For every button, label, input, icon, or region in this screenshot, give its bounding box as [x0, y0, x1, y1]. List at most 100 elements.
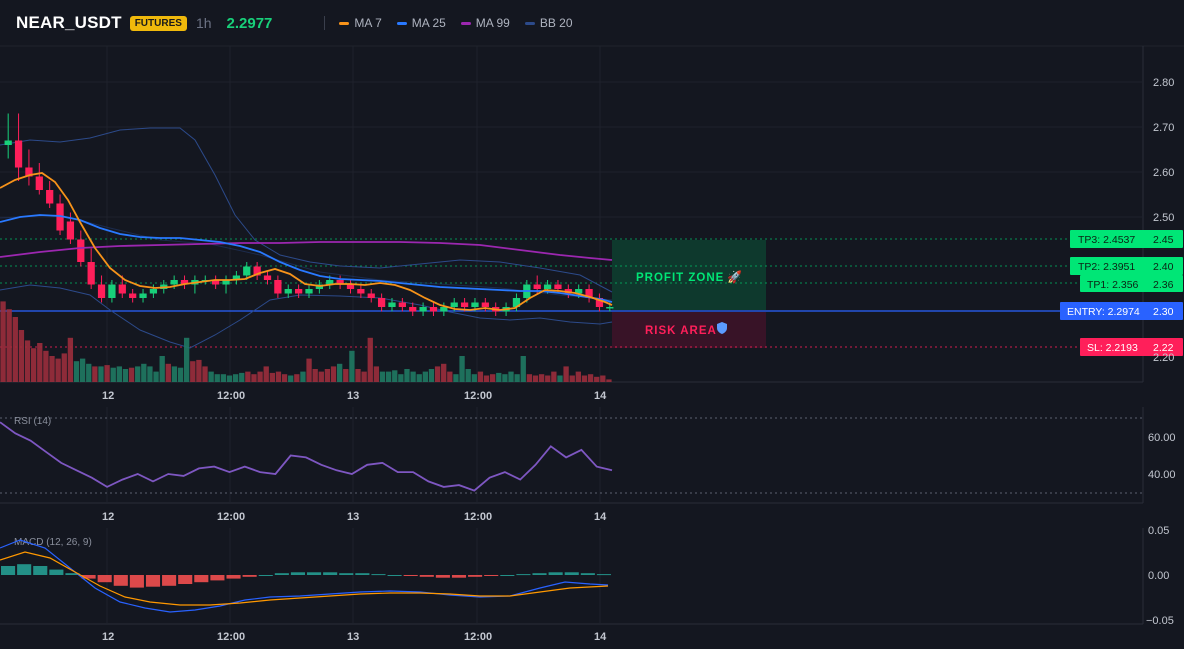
macd-hist-bar	[548, 572, 563, 575]
line-swatch-icon	[339, 21, 350, 25]
tp2-axis: 2.40	[1153, 261, 1174, 273]
macd-hist-bar	[178, 575, 193, 584]
macd-hist-bar	[451, 575, 467, 578]
header-divider	[324, 16, 326, 30]
price-axis[interactable]: 2.80 2.70 2.60 2.50 2.20	[1153, 77, 1174, 364]
candle-body	[274, 280, 282, 294]
candle-body	[139, 293, 147, 298]
rsi-label: RSI (14)	[14, 416, 51, 427]
candle-body	[357, 289, 365, 294]
macd-hist-bar	[564, 572, 579, 575]
entry-tag[interactable]	[1060, 302, 1183, 320]
macd-hist-bar	[468, 575, 483, 577]
volume-bar	[587, 374, 594, 382]
volume-bar	[606, 379, 612, 382]
x-tick: 13	[347, 631, 359, 643]
candle-body	[367, 293, 375, 298]
volume-bar	[349, 350, 355, 382]
candle-body	[97, 284, 106, 298]
legend-label: MA 25	[411, 16, 446, 30]
legend-item-bb20[interactable]: BB 20	[524, 16, 573, 30]
volume-bar	[330, 366, 337, 382]
volume-bar	[514, 374, 520, 382]
volume-bar	[55, 358, 61, 382]
volume-bar	[61, 353, 67, 382]
macd-hist-bar	[274, 573, 289, 575]
ma7-line	[0, 172, 613, 311]
legend-item-ma99[interactable]: MA 99	[460, 16, 510, 30]
x-tick: 12:00	[464, 631, 492, 643]
x-tick: 12	[102, 631, 114, 643]
macd-hist-bar	[307, 572, 322, 575]
volume-bar	[6, 309, 12, 382]
bb-lower	[0, 284, 613, 349]
time-axis-main[interactable]: 12 12:00 13 12:00 14	[102, 390, 607, 402]
candle-body	[35, 176, 43, 190]
volume-bar	[202, 366, 208, 382]
x-tick: 12:00	[217, 631, 245, 643]
volume-bar	[422, 371, 428, 382]
y-tick: 2.50	[1153, 212, 1174, 224]
volume-bar	[398, 374, 404, 382]
volume-bar	[239, 372, 245, 382]
volume-bar	[496, 372, 502, 382]
volume-bar	[269, 372, 275, 382]
indicator-legend: MA 7 MA 25 MA 99 BB 20	[339, 16, 587, 30]
volume-bar	[116, 366, 122, 382]
candle-body	[450, 302, 458, 307]
volume-bar	[226, 375, 233, 382]
volume-bar	[532, 375, 539, 382]
profit-zone[interactable]	[612, 240, 766, 310]
volume-bar	[49, 356, 55, 382]
candle-body	[129, 293, 137, 298]
timeframe-label[interactable]: 1h	[195, 15, 212, 31]
candle-body	[87, 262, 95, 285]
candle-body	[543, 284, 552, 289]
x-tick: 13	[347, 390, 359, 402]
legend-item-ma25[interactable]: MA 25	[396, 16, 446, 30]
volume-bar	[337, 363, 343, 382]
legend-label: MA 99	[475, 16, 510, 30]
volume-bar	[343, 369, 349, 382]
candle-body	[108, 284, 116, 298]
macd-hist-bar	[387, 575, 402, 576]
line-swatch-icon	[460, 21, 471, 25]
futures-badge: FUTURES	[129, 15, 187, 31]
candle-body	[284, 289, 292, 294]
chart-header: NEAR_USDT FUTURES 1h 2.2977 MA 7 MA 25 M…	[0, 0, 1184, 46]
macd-hist-bar	[500, 575, 515, 576]
legend-label: BB 20	[539, 16, 573, 30]
legend-label: MA 7	[354, 16, 382, 30]
volume-bar	[184, 337, 190, 382]
volume-bar	[300, 371, 306, 382]
tp1-text: TP1: 2.356	[1087, 279, 1139, 291]
legend-item-ma7[interactable]: MA 7	[339, 16, 382, 30]
time-axis-rsi: 12 12:00 13 12:00 14	[102, 511, 607, 523]
candle-body	[212, 280, 220, 285]
tp3-tag[interactable]	[1070, 230, 1183, 248]
symbol-title[interactable]: NEAR_USDT	[16, 13, 122, 32]
candle-body	[606, 307, 614, 309]
volume-bar	[575, 371, 581, 382]
bb-mid	[0, 214, 613, 301]
sl-axis: 2.22	[1153, 342, 1174, 354]
volume-bar	[600, 375, 606, 382]
macd-label: MACD (12, 26, 9)	[14, 537, 92, 548]
tp2-tag[interactable]	[1070, 257, 1183, 275]
volume-bar	[526, 374, 533, 382]
volume-bar	[410, 371, 416, 382]
macd-hist-bar	[258, 575, 273, 576]
risk-zone[interactable]	[612, 312, 766, 348]
volume-bar	[165, 363, 171, 382]
tp1-tag[interactable]	[1080, 275, 1183, 292]
sl-tag[interactable]	[1080, 338, 1183, 356]
volume-bar	[73, 361, 80, 382]
candle-body	[77, 239, 85, 262]
rsi-line	[0, 421, 613, 492]
ma99-line	[0, 241, 613, 261]
candle-body	[595, 298, 604, 307]
x-tick: 12:00	[464, 390, 492, 402]
candle-body	[336, 280, 344, 285]
x-tick: 13	[347, 511, 359, 523]
